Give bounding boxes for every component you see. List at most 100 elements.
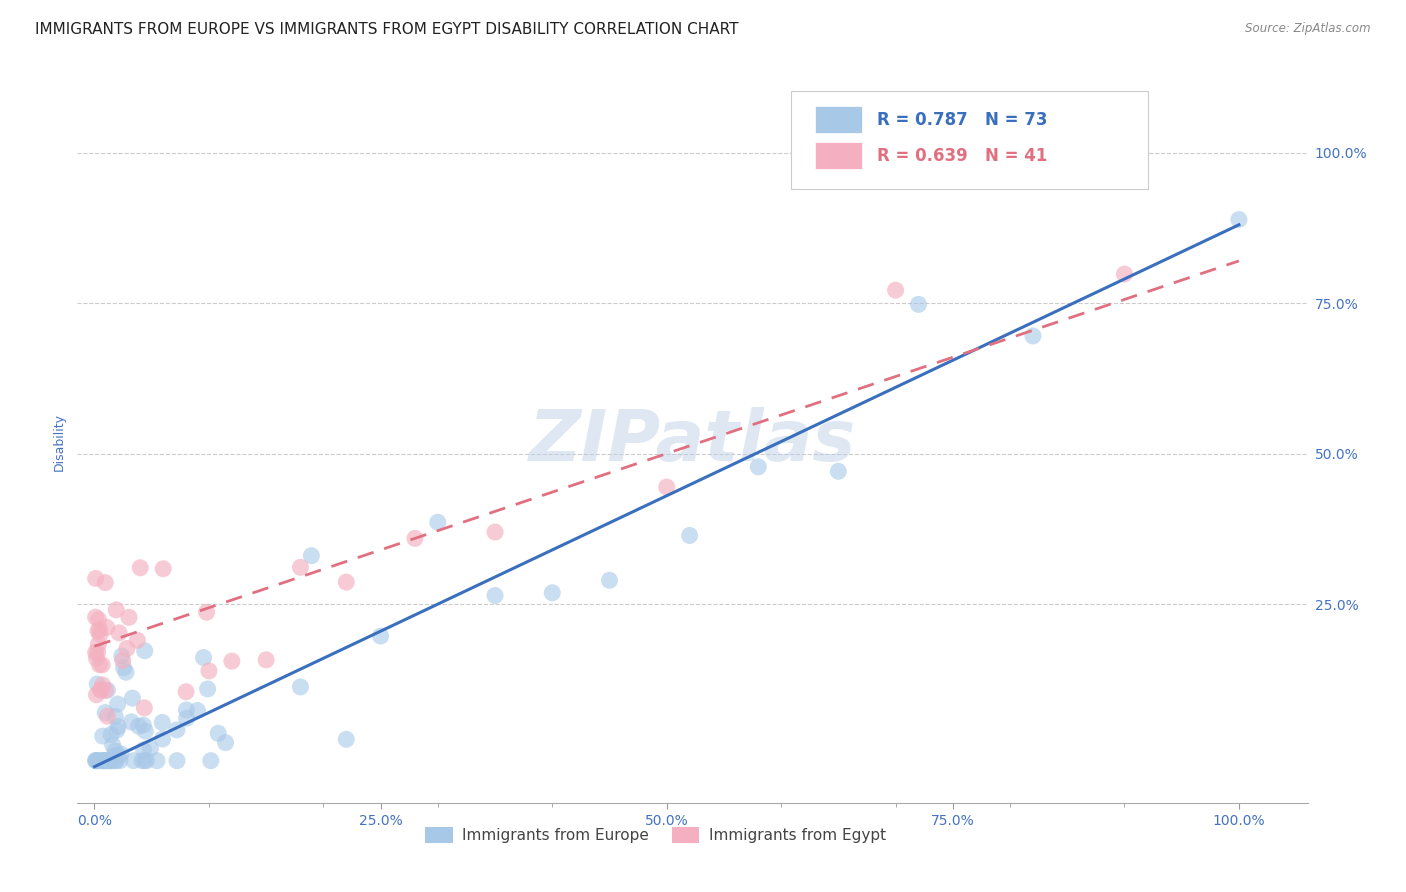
Point	[214, 736, 236, 750]
Point	[91, 657, 114, 672]
Point	[426, 515, 449, 529]
Point	[105, 603, 128, 617]
Point	[127, 633, 149, 648]
Point	[84, 571, 107, 585]
Point	[86, 677, 108, 691]
Point	[89, 657, 111, 672]
Point	[87, 637, 110, 651]
Text: R = 0.787   N = 73: R = 0.787 N = 73	[877, 111, 1047, 129]
Point	[93, 754, 115, 768]
Point	[221, 654, 243, 668]
Point	[94, 754, 117, 768]
Point	[104, 744, 127, 758]
Text: R = 0.639   N = 41: R = 0.639 N = 41	[877, 147, 1047, 165]
Point	[87, 624, 110, 638]
Point	[128, 719, 150, 733]
Point	[90, 683, 112, 698]
FancyBboxPatch shape	[815, 105, 862, 133]
Point	[335, 575, 357, 590]
Point	[94, 683, 117, 698]
Point	[290, 680, 312, 694]
Point	[107, 697, 129, 711]
Point	[484, 589, 506, 603]
Point	[101, 738, 124, 752]
Y-axis label: Disability: Disability	[52, 412, 66, 471]
Point	[86, 688, 108, 702]
Point	[103, 748, 125, 763]
Text: ZIPatlas: ZIPatlas	[529, 407, 856, 476]
Point	[96, 620, 118, 634]
Point	[404, 532, 426, 546]
Point	[107, 748, 129, 763]
Point	[132, 743, 155, 757]
Point	[86, 754, 108, 768]
Point	[370, 629, 392, 643]
Point	[108, 754, 131, 768]
Text: Source: ZipAtlas.com: Source: ZipAtlas.com	[1246, 22, 1371, 36]
Legend: Immigrants from Europe, Immigrants from Egypt: Immigrants from Europe, Immigrants from …	[419, 822, 891, 849]
Point	[86, 651, 108, 665]
Point	[193, 650, 215, 665]
Point	[104, 754, 127, 768]
Point	[166, 754, 188, 768]
Point	[86, 754, 108, 768]
Point	[111, 648, 134, 663]
Point	[1114, 267, 1136, 281]
Point	[146, 754, 169, 768]
Point	[84, 754, 107, 768]
Point	[132, 718, 155, 732]
Point	[655, 480, 678, 494]
Point	[152, 562, 174, 576]
Point	[134, 701, 156, 715]
Point	[100, 754, 122, 768]
Point	[747, 459, 769, 474]
Point	[122, 754, 145, 768]
Point	[87, 613, 110, 627]
Point	[152, 732, 174, 747]
Point	[299, 549, 322, 563]
Point	[91, 729, 114, 743]
Point	[94, 575, 117, 590]
Point	[198, 664, 221, 678]
Point	[186, 704, 208, 718]
Point	[678, 528, 700, 542]
Point	[134, 644, 156, 658]
FancyBboxPatch shape	[792, 91, 1147, 189]
Point	[827, 464, 849, 478]
Point	[100, 754, 122, 768]
Point	[107, 719, 129, 733]
Point	[89, 623, 111, 637]
Point	[150, 715, 173, 730]
Point	[134, 754, 156, 768]
FancyBboxPatch shape	[815, 142, 862, 169]
Point	[290, 560, 312, 574]
Point	[254, 653, 277, 667]
Point	[91, 754, 114, 768]
Point	[91, 678, 114, 692]
Point	[135, 754, 157, 768]
Point	[139, 741, 162, 756]
Point	[98, 754, 121, 768]
Point	[84, 610, 107, 624]
Point	[115, 665, 138, 680]
Point	[884, 283, 907, 297]
Point	[94, 706, 117, 720]
Point	[112, 661, 135, 675]
Point	[121, 691, 143, 706]
Point	[89, 754, 111, 768]
Point	[96, 683, 118, 698]
Point	[131, 754, 153, 768]
Point	[200, 754, 222, 768]
Point	[90, 683, 112, 698]
Point	[907, 297, 929, 311]
Point	[484, 524, 506, 539]
Point	[129, 561, 152, 575]
Point	[541, 586, 564, 600]
Point	[176, 703, 198, 717]
Point	[110, 747, 132, 761]
Text: IMMIGRANTS FROM EUROPE VS IMMIGRANTS FROM EGYPT DISABILITY CORRELATION CHART: IMMIGRANTS FROM EUROPE VS IMMIGRANTS FRO…	[35, 22, 738, 37]
Point	[84, 754, 107, 768]
Point	[84, 645, 107, 659]
Point	[1022, 329, 1045, 343]
Point	[166, 723, 188, 737]
